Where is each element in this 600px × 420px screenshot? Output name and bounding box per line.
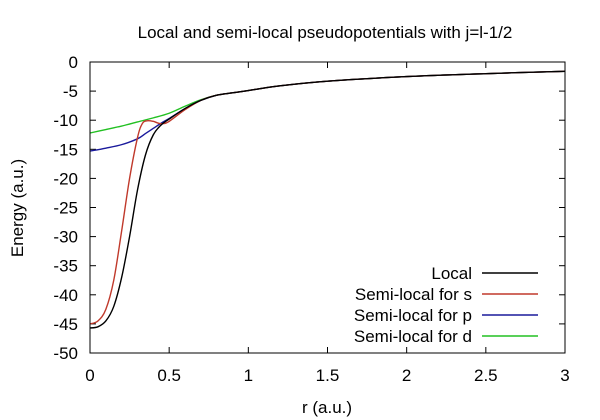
y-tick-label: -30 bbox=[53, 228, 78, 247]
y-tick-label: -25 bbox=[53, 199, 78, 218]
series-line-2 bbox=[89, 70, 566, 152]
x-tick-label: 1.5 bbox=[316, 366, 340, 385]
x-tick-label: 0.5 bbox=[157, 366, 181, 385]
y-tick-label: -10 bbox=[53, 111, 78, 130]
x-axis-label: r (a.u.) bbox=[302, 398, 352, 417]
y-tick-label: -45 bbox=[53, 315, 78, 334]
y-tick-label: -50 bbox=[53, 344, 78, 363]
y-axis-label: Energy (a.u.) bbox=[8, 159, 27, 257]
legend-label: Semi-local for d bbox=[354, 327, 472, 346]
y-tick-label: -5 bbox=[63, 82, 78, 101]
legend-label: Local bbox=[431, 264, 472, 283]
x-tick-label: 1 bbox=[244, 366, 253, 385]
series-line-1 bbox=[89, 70, 566, 325]
x-tick-label: 3 bbox=[560, 366, 569, 385]
x-tick-label: 0 bbox=[85, 366, 94, 385]
ticks-layer: 0 0.5 1 1.5 2 2.5 3 0 -5 -10 -15 -20 -25 -30 -35 -40 -45… bbox=[53, 53, 569, 385]
y-tick-label: -15 bbox=[53, 140, 78, 159]
legend: Local Semi-local for s Semi-local for p Sem… bbox=[354, 264, 538, 346]
plot-frame bbox=[89, 61, 566, 354]
y-tick-label: -35 bbox=[53, 257, 78, 276]
x-tick-label: 2 bbox=[402, 366, 411, 385]
legend-label: Semi-local for s bbox=[355, 285, 472, 304]
y-tick-label: 0 bbox=[69, 53, 78, 72]
plot-area bbox=[89, 70, 566, 329]
y-tick-label: -40 bbox=[53, 286, 78, 305]
chart-title: Local and semi-local pseudopotentials wi… bbox=[138, 23, 513, 42]
y-tick-label: -20 bbox=[53, 169, 78, 188]
x-tick-label: 2.5 bbox=[474, 366, 498, 385]
legend-label: Semi-local for p bbox=[354, 306, 472, 325]
series-line-0 bbox=[89, 70, 566, 329]
